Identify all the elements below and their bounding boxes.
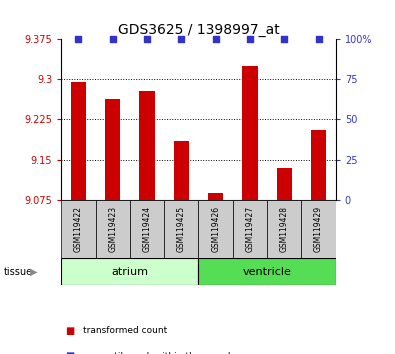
Text: GSM119427: GSM119427	[245, 206, 254, 252]
Bar	[61, 258, 198, 285]
Text: ventricle: ventricle	[243, 267, 292, 277]
Text: atrium: atrium	[111, 267, 149, 277]
Point	[316, 36, 322, 42]
Text: ■: ■	[65, 352, 74, 354]
Title: GDS3625 / 1398997_at: GDS3625 / 1398997_at	[118, 23, 279, 36]
Text: transformed count: transformed count	[83, 326, 167, 336]
Bar	[242, 66, 258, 200]
Bar	[311, 130, 326, 200]
Bar	[96, 200, 130, 258]
Point	[109, 36, 116, 42]
Bar	[61, 200, 96, 258]
Point	[75, 36, 81, 42]
Text: percentile rank within the sample: percentile rank within the sample	[83, 352, 236, 354]
Point	[178, 36, 184, 42]
Point	[281, 36, 288, 42]
Bar	[198, 258, 336, 285]
Point	[213, 36, 219, 42]
Text: GSM119429: GSM119429	[314, 206, 323, 252]
Bar	[105, 99, 120, 200]
Bar	[276, 168, 292, 200]
Bar	[71, 82, 86, 200]
Bar	[198, 200, 233, 258]
Bar	[164, 200, 199, 258]
Text: ▶: ▶	[30, 267, 38, 277]
Bar	[301, 200, 336, 258]
Bar	[139, 91, 155, 200]
Text: GSM119425: GSM119425	[177, 206, 186, 252]
Bar	[233, 200, 267, 258]
Text: GSM119424: GSM119424	[143, 206, 152, 252]
Text: GSM119426: GSM119426	[211, 206, 220, 252]
Text: GSM119423: GSM119423	[108, 206, 117, 252]
Text: GSM119422: GSM119422	[74, 206, 83, 252]
Text: GSM119428: GSM119428	[280, 206, 289, 252]
Bar	[208, 193, 223, 200]
Text: tissue: tissue	[4, 267, 33, 277]
Text: ■: ■	[65, 326, 74, 336]
Bar	[267, 200, 301, 258]
Point	[247, 36, 253, 42]
Bar	[174, 141, 189, 200]
Bar	[130, 200, 164, 258]
Point	[144, 36, 150, 42]
